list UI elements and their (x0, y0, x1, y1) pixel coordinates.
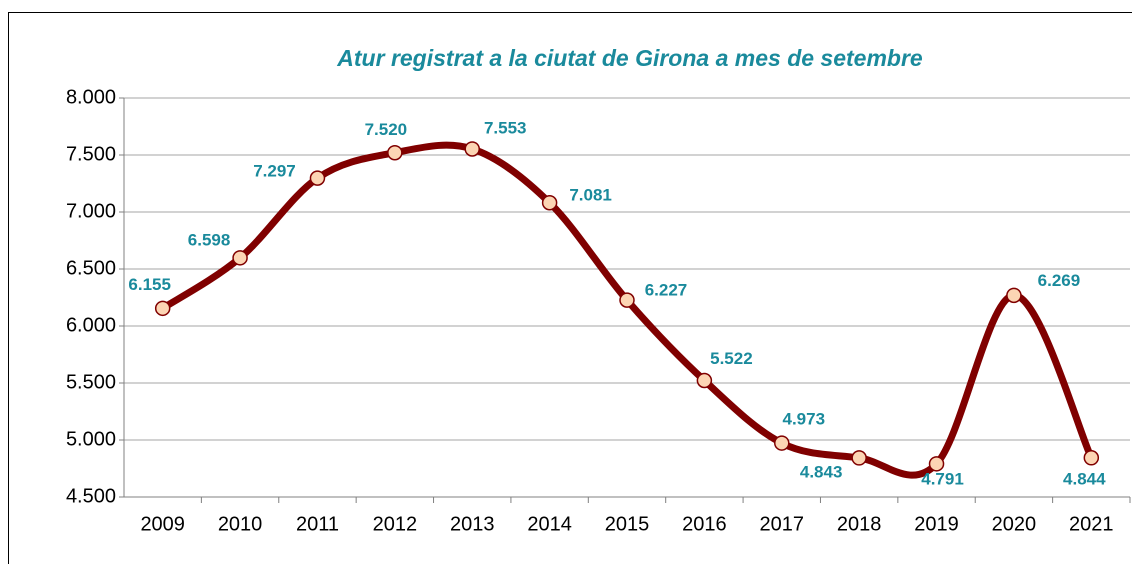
data-point (696, 372, 713, 389)
y-tick-label: 5.000 (66, 428, 116, 450)
data-point (1006, 287, 1022, 304)
data-label: 7.520 (365, 120, 408, 139)
data-point (154, 300, 171, 317)
data-label: 4.791 (921, 469, 964, 488)
y-tick-label: 6.500 (66, 257, 116, 279)
data-point (541, 195, 558, 211)
data-label: 6.598 (188, 230, 231, 249)
data-point (928, 456, 945, 472)
x-tick-label: 2011 (296, 513, 339, 535)
y-tick-label: 4.500 (66, 485, 116, 507)
data-label: 7.553 (484, 118, 527, 137)
y-tick-label: 7.000 (66, 200, 116, 222)
y-tick-label: 7.500 (66, 143, 116, 165)
data-point (464, 141, 480, 157)
data-point (387, 144, 403, 161)
data-point (309, 170, 326, 186)
data-point (232, 250, 248, 266)
data-label: 7.081 (569, 185, 612, 204)
data-point (851, 450, 867, 466)
chart-title: Atur registrat a la ciutat de Girona a m… (336, 45, 923, 71)
x-tick-label: 2019 (914, 513, 959, 535)
data-point (619, 292, 635, 308)
x-tick-label: 2017 (760, 513, 805, 535)
data-point (774, 435, 790, 451)
data-label: 6.269 (1038, 271, 1081, 290)
data-label: 5.522 (710, 349, 753, 368)
y-tick-label: 5.500 (66, 371, 116, 393)
data-label: 4.844 (1063, 469, 1106, 488)
x-tick-label: 2020 (992, 513, 1037, 535)
x-tick-label: 2021 (1069, 513, 1114, 535)
x-tick-label: 2018 (837, 513, 882, 535)
x-tick-label: 2012 (373, 513, 418, 535)
x-tick-label: 2009 (140, 513, 185, 535)
data-label: 4.843 (800, 462, 843, 481)
x-tick-label: 2015 (605, 513, 650, 535)
data-label: 6.155 (128, 275, 171, 294)
data-point (1083, 450, 1100, 466)
data-label: 7.297 (253, 162, 296, 181)
x-tick-label: 2013 (450, 513, 495, 535)
x-tick-label: 2010 (218, 513, 263, 535)
data-label: 4.973 (782, 410, 825, 429)
data-label: 6.227 (645, 281, 688, 300)
x-tick-label: 2016 (682, 513, 727, 535)
y-tick-label: 8.000 (66, 86, 116, 108)
y-tick-label: 6.000 (66, 314, 116, 336)
x-tick-label: 2014 (527, 513, 572, 535)
